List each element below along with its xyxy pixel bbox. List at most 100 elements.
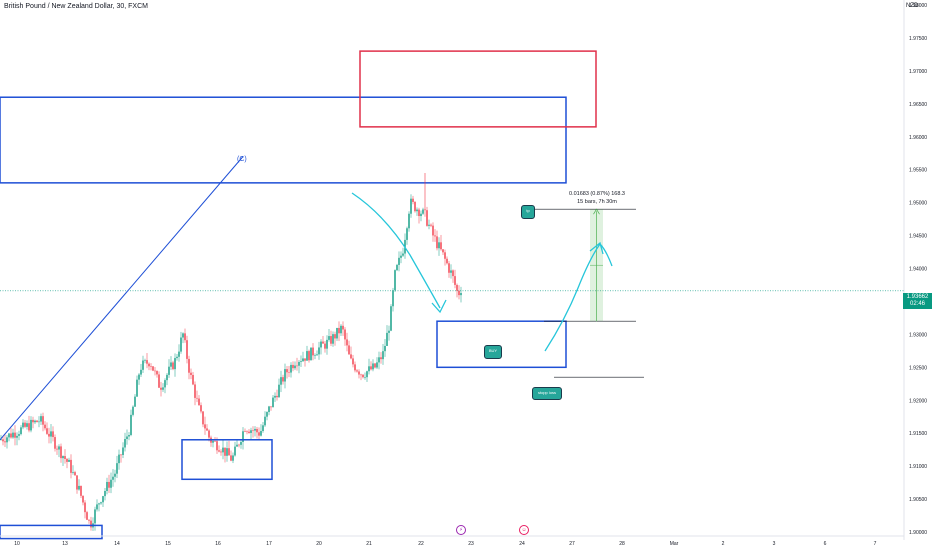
candle-body	[12, 432, 14, 438]
time-tick-label: 10	[14, 541, 20, 547]
candle-body	[310, 347, 312, 361]
candle-body	[124, 438, 126, 448]
candle-body	[316, 354, 318, 356]
candle-body	[456, 284, 458, 291]
candle-body	[314, 355, 316, 356]
zone-rectangle	[359, 50, 597, 128]
event-smiley-icon[interactable]: ☺	[519, 525, 529, 535]
buy-note[interactable]: BUY	[484, 345, 502, 359]
candle-body	[280, 377, 282, 385]
candle-body	[216, 441, 218, 451]
candle-body	[72, 472, 74, 473]
candle-body	[126, 436, 128, 439]
candle-body	[52, 431, 54, 438]
candle-body	[48, 433, 50, 437]
measure-duration: 15 bars, 7h 30m	[577, 199, 617, 205]
candle-body	[458, 290, 460, 296]
price-tick-label: 1.91000	[909, 464, 927, 470]
axis-currency: NZD	[906, 3, 919, 9]
candle-body	[30, 419, 32, 431]
candle-body	[272, 397, 274, 408]
candle-body	[64, 456, 66, 459]
price-tick-label: 1.95000	[909, 201, 927, 207]
price-axis[interactable]: 1.98000 1.97500 1.97000 1.96500 1.96000 1.955…	[903, 0, 927, 540]
candle-body	[374, 363, 376, 368]
candle-body	[2, 439, 4, 442]
candle-body	[424, 209, 426, 211]
candle-body	[264, 416, 266, 426]
candle-body	[300, 361, 302, 362]
candle-body	[440, 242, 442, 250]
candle-body	[410, 198, 412, 214]
time-axis[interactable]: 10 13 14 15 16 17 20 21 22 23 24 27 28 Mar 2 3 6 7	[0, 535, 904, 547]
wave-label: (C)	[237, 156, 247, 163]
candle-body	[266, 412, 268, 417]
price-tick-label: 1.94500	[909, 234, 927, 240]
candle-body	[372, 363, 374, 370]
candle-body	[254, 428, 256, 431]
candle-body	[394, 270, 396, 291]
candle-body	[242, 431, 244, 442]
candle-body	[370, 366, 372, 370]
candle-body	[166, 374, 168, 381]
candle-body	[202, 411, 204, 425]
time-tick-label: 6	[824, 541, 827, 547]
candle-body	[46, 428, 48, 434]
candle-body	[142, 360, 144, 370]
teal-up-curve	[544, 241, 613, 352]
candle-body	[18, 434, 20, 436]
candle-body	[138, 374, 140, 380]
event-lightning-icon[interactable]: ⚡	[456, 525, 466, 535]
candle-body	[94, 509, 96, 524]
candle-body	[460, 293, 462, 296]
candle-body	[252, 430, 254, 431]
candle-body	[248, 431, 250, 433]
time-tick-label: 21	[366, 541, 372, 547]
candle-body	[154, 370, 156, 372]
candle-body	[32, 419, 34, 423]
candle-body	[196, 397, 198, 399]
candle-body	[76, 475, 78, 490]
candle-body	[416, 209, 418, 212]
price-tick-label: 1.90500	[909, 497, 927, 503]
current-price: 1.93662	[906, 294, 929, 300]
bar-countdown: 02:46	[909, 301, 925, 307]
candle-body	[308, 351, 310, 361]
time-tick-label: 2	[722, 541, 725, 547]
tp-note[interactable]: tp	[521, 205, 535, 219]
candle-body	[446, 258, 448, 264]
candle-body	[448, 263, 450, 273]
drawings[interactable]	[0, 50, 644, 540]
candle-body	[16, 435, 18, 438]
trendline	[0, 156, 244, 441]
candle-body	[434, 235, 436, 237]
price-tick-label: 1.92500	[909, 365, 927, 371]
candle-body	[432, 225, 434, 236]
time-tick-label: 28	[619, 541, 625, 547]
candle-body	[184, 333, 186, 341]
candle-body	[400, 255, 402, 258]
symbol-title[interactable]: British Pound / New Zealand Dollar, 30, …	[4, 3, 148, 10]
candle-body	[160, 387, 162, 390]
candle-body	[162, 387, 164, 390]
candle-body	[348, 345, 350, 355]
time-tick-label: 17	[266, 541, 272, 547]
price-tick-label: 1.93000	[909, 332, 927, 338]
candle-body	[284, 369, 286, 382]
zone-rectangle	[0, 96, 567, 184]
candle-body	[146, 360, 148, 364]
candle-body	[454, 276, 456, 285]
candle-body	[62, 456, 64, 459]
candle-body	[198, 398, 200, 406]
time-tick-label: 13	[62, 541, 68, 547]
price-tick-label: 1.95500	[909, 168, 927, 174]
candle-body	[108, 481, 110, 488]
candle-body	[230, 455, 232, 461]
candle-body	[282, 377, 284, 382]
candle-body	[54, 437, 56, 449]
candle-body	[396, 264, 398, 271]
candle-body	[78, 485, 80, 490]
stop-loss-note[interactable]: stopp loss	[532, 387, 562, 400]
